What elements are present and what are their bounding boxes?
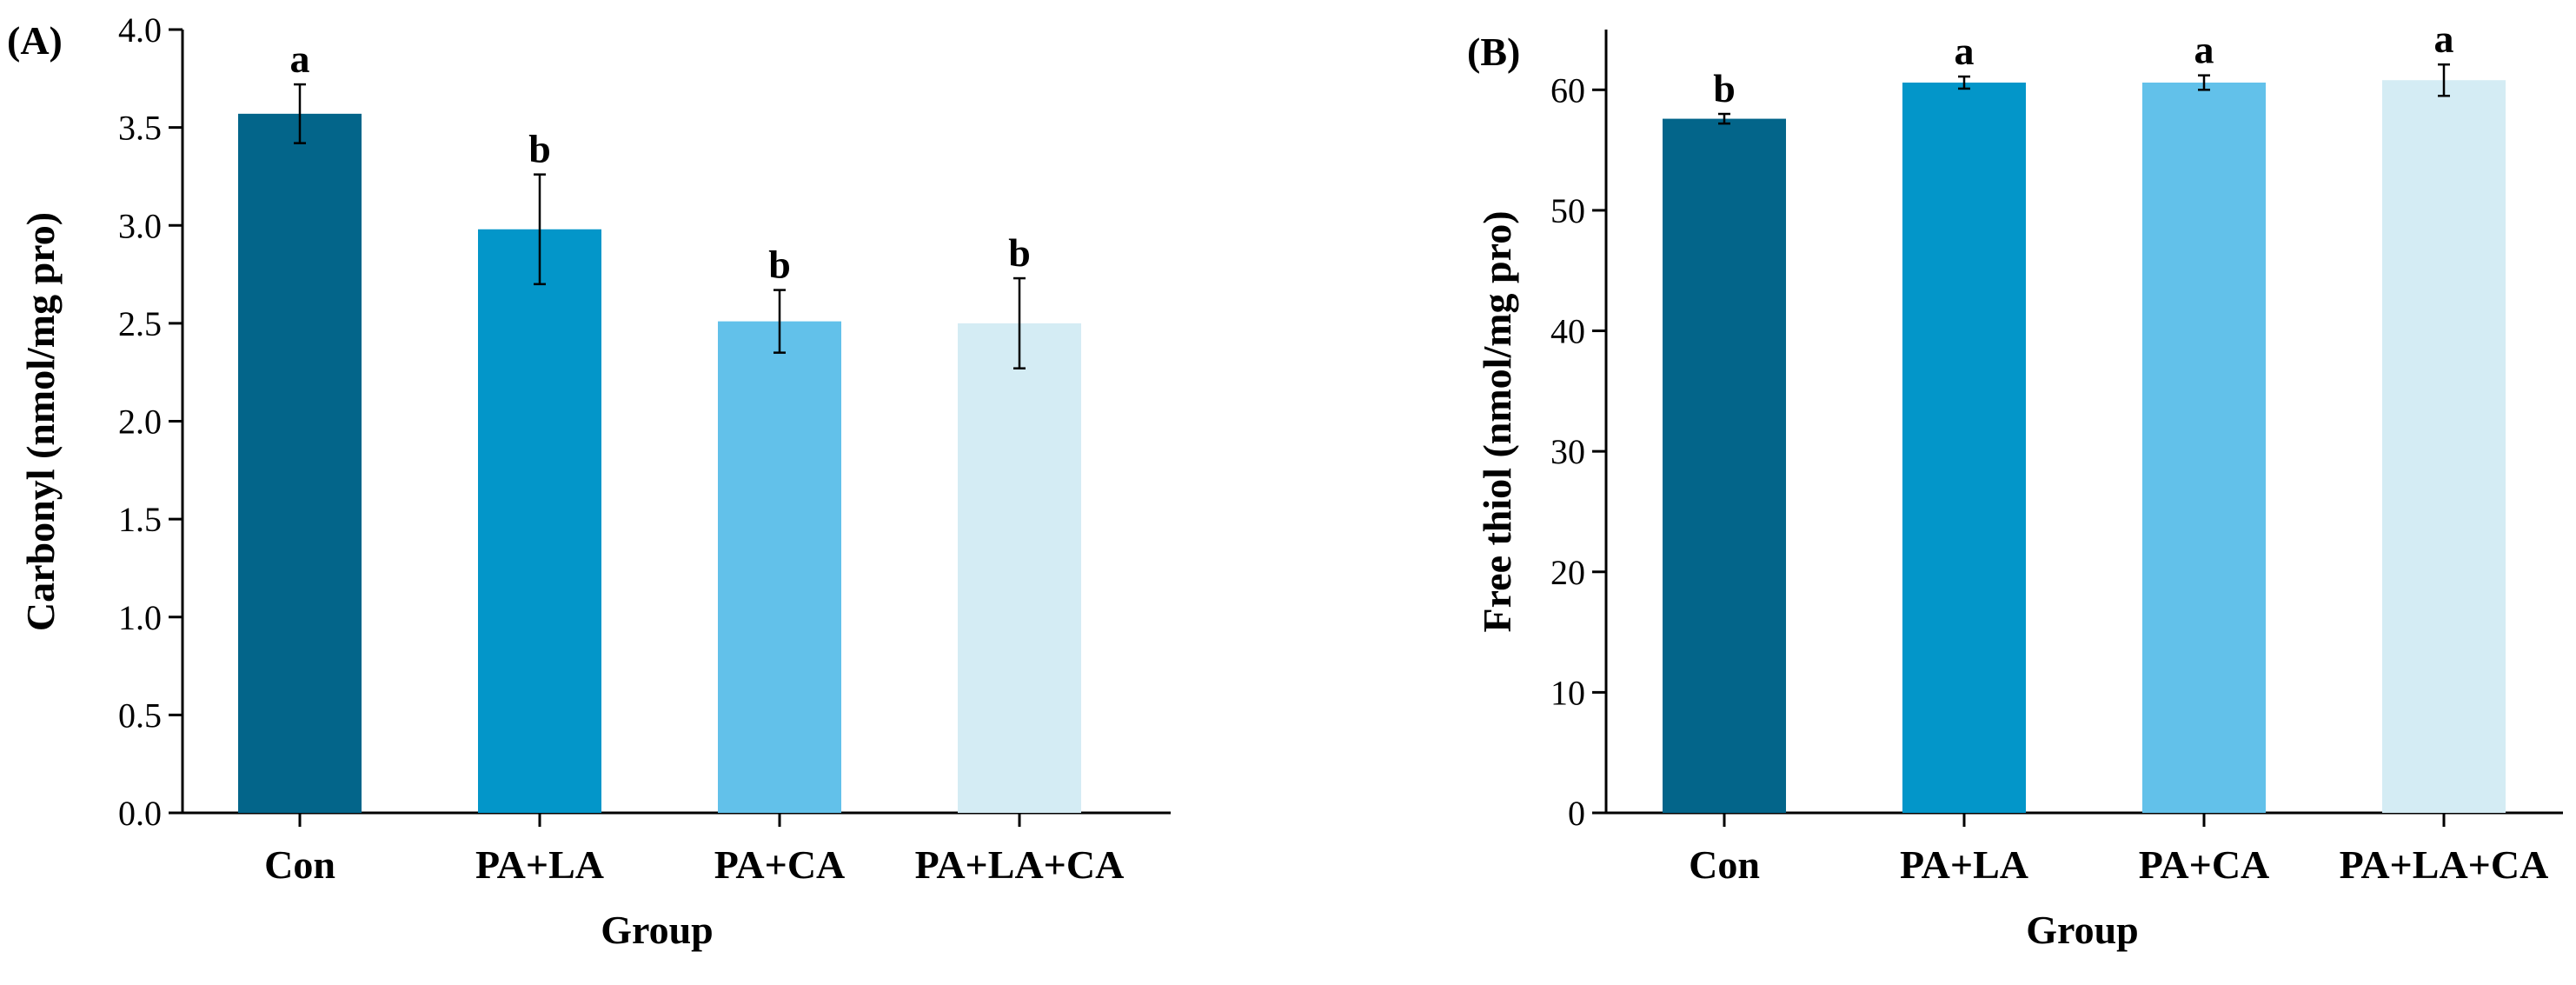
y-tick-label: 3.5 — [118, 109, 162, 148]
bar-pa-la-ca — [2382, 80, 2506, 814]
panel-label: (A) — [7, 18, 63, 63]
bar-pa-la — [478, 229, 601, 813]
bar-pa-la — [1902, 82, 2026, 813]
y-tick-label: 30 — [1550, 432, 1585, 471]
significance-label: b — [1713, 66, 1736, 110]
y-tick-label: 60 — [1550, 70, 1585, 110]
y-tick-label: 0.5 — [118, 695, 162, 735]
y-tick-label: 20 — [1550, 553, 1585, 592]
panel-a-chart: 0.0 0.5 1.0 1.5 2.0 2.5 3.0 3.5 4.0 a Con b PA+LA b PA… — [7, 10, 1171, 952]
x-tick-label: Con — [1689, 842, 1760, 887]
bar-pa-ca — [2142, 82, 2266, 813]
y-tick-label: 50 — [1550, 191, 1585, 230]
y-axis-title: Free thiol (nmol/mg pro) — [1475, 210, 1519, 632]
x-tick-label: PA+LA — [1900, 842, 2028, 887]
y-tick-label: 1.0 — [118, 598, 162, 637]
y-tick-label: 40 — [1550, 312, 1585, 351]
x-tick-label: PA+LA+CA — [915, 842, 1125, 887]
bar-con — [1663, 118, 1786, 813]
significance-label: b — [528, 127, 551, 171]
x-axis-title: Group — [2026, 908, 2139, 952]
x-tick-label: PA+LA — [475, 842, 604, 887]
bar-pa-la-ca — [958, 323, 1081, 813]
y-tick-label: 4.0 — [118, 10, 162, 50]
y-tick-label: 2.5 — [118, 304, 162, 343]
x-tick-label: PA+LA+CA — [2340, 842, 2549, 887]
y-tick-label: 0.0 — [118, 794, 162, 833]
significance-label: a — [1955, 29, 1975, 73]
significance-label: a — [2434, 17, 2454, 61]
y-tick-label: 1.5 — [118, 500, 162, 539]
y-tick-label: 2.0 — [118, 403, 162, 442]
bar-con — [238, 113, 362, 814]
y-tick-label: 3.0 — [118, 206, 162, 245]
panel-label: (B) — [1467, 30, 1520, 74]
x-tick-label: PA+CA — [2139, 842, 2270, 887]
significance-label: b — [768, 243, 791, 287]
significance-label: a — [2194, 28, 2214, 72]
significance-label: a — [290, 37, 310, 81]
x-tick-label: Con — [264, 842, 335, 887]
panel-b-chart: 0 10 20 30 40 50 60 b Con a PA+LA a PA+CA a PA+LA+CA Gr… — [1467, 17, 2563, 952]
x-tick-label: PA+CA — [714, 842, 846, 887]
y-tick-label: 0 — [1568, 794, 1585, 833]
y-axis-title: Carbonyl (nmol/mg pro) — [18, 212, 63, 631]
y-tick-label: 10 — [1550, 673, 1585, 712]
bar-pa-ca — [718, 321, 841, 813]
significance-label: b — [1008, 230, 1031, 275]
x-axis-title: Group — [601, 908, 714, 952]
